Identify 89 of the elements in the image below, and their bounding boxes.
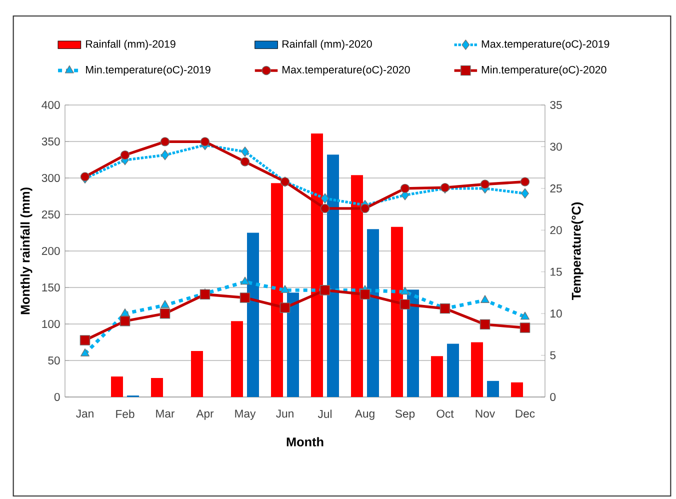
point — [520, 177, 530, 187]
point — [160, 137, 170, 146]
point — [200, 289, 210, 300]
y2-axis-title: Temperature(°C) — [571, 202, 584, 300]
y2-tick-label: 10 — [550, 310, 562, 318]
y2-tick-label: 30 — [550, 142, 562, 151]
bar — [271, 183, 284, 398]
point — [80, 335, 90, 346]
point — [120, 150, 130, 160]
y-tick-label: 250 — [42, 210, 60, 219]
bar — [487, 381, 499, 398]
bar — [447, 344, 459, 398]
point — [400, 299, 410, 310]
point — [240, 157, 250, 166]
x-tick-label: Jul — [318, 410, 332, 418]
point — [200, 137, 210, 146]
y-tick-label: 400 — [42, 101, 60, 110]
bar — [431, 356, 443, 398]
y-tick-label: 150 — [42, 284, 60, 292]
x-tick-label: Jun — [276, 410, 294, 418]
bar — [511, 382, 523, 398]
point — [120, 308, 130, 316]
bar — [471, 342, 484, 398]
y-tick-label: 50 — [48, 356, 60, 365]
bar — [247, 232, 259, 398]
bar — [231, 321, 243, 398]
point — [360, 204, 370, 214]
y2-tick-label: 25 — [550, 184, 562, 193]
y2-tick-label: 15 — [550, 268, 562, 276]
point — [161, 150, 169, 160]
x-tick-label: Sep — [395, 410, 415, 420]
point — [320, 204, 330, 214]
y2-tick-label: 0 — [550, 393, 556, 402]
point — [160, 308, 170, 319]
point — [400, 184, 410, 194]
point — [321, 193, 329, 204]
x-tick-label: Aug — [354, 410, 374, 420]
bar — [391, 227, 403, 398]
point — [320, 285, 330, 296]
y2-tick-label: 20 — [550, 226, 562, 234]
bar — [151, 378, 163, 398]
x-tick-label: Oct — [436, 410, 454, 418]
x-tick-label: Jan — [76, 410, 94, 418]
point — [240, 276, 250, 285]
point — [120, 316, 130, 326]
point — [160, 300, 170, 308]
point — [480, 295, 490, 304]
point — [480, 319, 490, 330]
legend-label: Rainfall (mm)-2020 — [282, 40, 372, 50]
bar — [191, 351, 203, 398]
y-tick-label: 300 — [42, 174, 60, 182]
x-tick-label: Apr — [196, 410, 214, 420]
point — [521, 188, 529, 199]
bar — [287, 292, 299, 398]
y2-tick-label: 35 — [550, 101, 562, 110]
bar — [351, 175, 363, 398]
y-tick-label: 350 — [42, 138, 60, 146]
legend-label: Min.temperature(oC)-2019 — [86, 66, 210, 76]
x-tick-label: May — [235, 410, 256, 420]
y-tick-label: 100 — [42, 320, 60, 328]
bar — [111, 376, 123, 398]
point — [520, 322, 530, 334]
point — [80, 348, 90, 357]
y-axis-title: Monthly rainfall (mm) — [20, 188, 32, 314]
y-tick-label: 200 — [42, 247, 60, 256]
legend-label: Min.temperature(oC)-2020 — [482, 66, 606, 76]
legend-label: Max.temperature(oC)-2020 — [282, 66, 410, 76]
point — [241, 146, 249, 158]
y2-tick-label: 5 — [550, 351, 556, 360]
legend-label: Max.temperature(oC)-2019 — [482, 40, 610, 50]
point — [520, 312, 530, 320]
legend-label: Rainfall (mm)-2019 — [86, 40, 176, 50]
x-tick-label: Nov — [476, 410, 496, 418]
point — [280, 285, 290, 294]
point — [360, 289, 370, 300]
point — [480, 180, 490, 190]
point — [240, 292, 250, 304]
x-tick-label: Feb — [116, 410, 134, 418]
bar — [311, 134, 323, 398]
point — [400, 286, 410, 295]
x-axis-title: Month — [286, 437, 324, 447]
y-tick-label: 0 — [54, 393, 60, 402]
bar — [407, 290, 419, 398]
bar — [327, 154, 340, 398]
x-tick-label: Dec — [516, 410, 535, 418]
point — [440, 304, 450, 314]
bar — [367, 229, 379, 398]
x-tick-label: Mar — [156, 410, 175, 418]
point — [280, 302, 290, 314]
